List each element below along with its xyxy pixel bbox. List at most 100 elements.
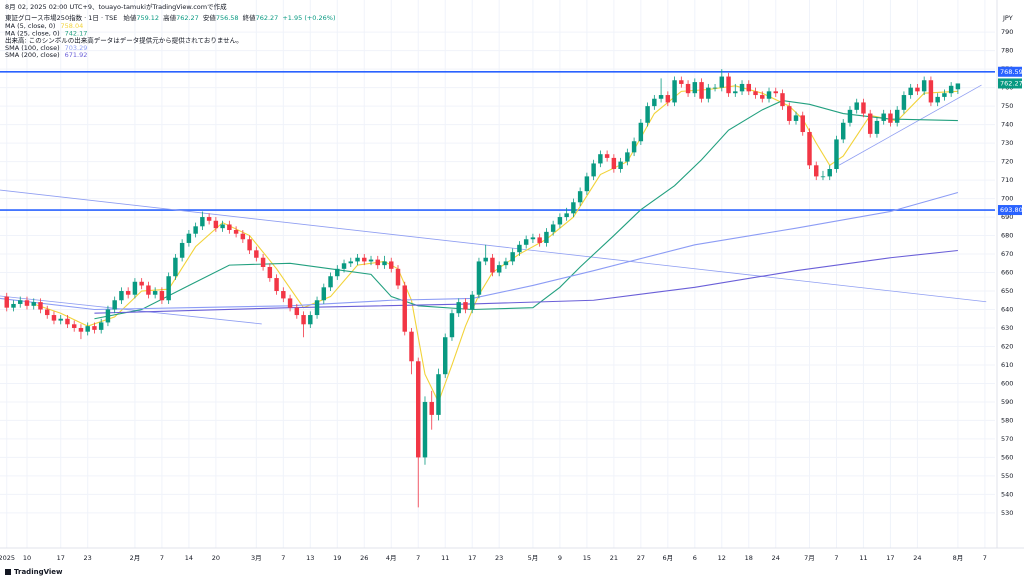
candle-body [773,91,778,94]
candle-body [132,281,138,295]
candle-body [787,106,792,121]
candle-body [78,327,84,332]
candle-body [928,80,934,103]
legend-value: 703.29 [65,44,88,52]
candle-body [584,176,590,192]
y-tick-label: 700 [1001,195,1013,203]
candle-body [98,322,104,330]
moving-average-line [94,100,958,320]
candle-body [577,191,583,203]
candle-body [355,257,360,262]
candle-body [840,122,846,140]
last-price-label: 762.27 [1000,79,1023,87]
ohlc-label: 高値 [163,13,177,22]
candle-body [692,82,698,94]
candle-body [625,152,630,162]
candle-body [314,300,320,316]
x-tick-label: 11 [441,554,449,562]
candle-body [739,83,745,92]
candle-body [321,287,327,301]
x-tick-label: 13 [306,554,314,562]
candle-body [51,315,57,321]
candle-body [544,231,549,243]
candle-body [362,257,367,262]
candle-body [92,326,97,330]
candle-body [422,401,428,458]
candle-body [854,102,859,110]
x-tick-label: 26 [360,554,368,562]
x-tick-label: 5月 [528,554,539,562]
candle-body [699,82,704,99]
ohlc-label: 安値 [203,13,217,22]
x-tick-label: 7 [416,554,420,562]
legend-value: 758.04 [60,22,83,30]
candle-body [814,165,819,177]
x-tick-label: 17 [886,554,894,562]
candle-body [186,233,192,243]
candle-body [442,337,448,375]
y-tick-label: 590 [1001,398,1013,406]
candle-body [402,285,407,332]
candle-body [706,87,711,99]
candle-body [328,276,333,288]
volume-note: 出来高: このシンボルの出来高データはデータ提供元から提供されておりません。 [5,36,243,45]
candle-body [733,91,738,94]
y-tick-label: 730 [1001,139,1013,147]
candle-body [58,318,63,321]
candle-body [719,76,725,88]
x-tick-label: 2025 [0,554,15,562]
x-tick-label: 21 [610,554,618,562]
x-tick-label: 18 [745,554,753,562]
last-price-box [998,78,1022,89]
x-tick-label: 27 [637,554,645,562]
candle-body [193,226,198,234]
y-tick-label: 620 [1001,342,1013,350]
candle-body [652,98,657,107]
candle-body [281,291,286,299]
y-tick-label: 680 [1001,232,1013,240]
x-tick-label: 17 [57,554,65,562]
x-tick-label: 6月 [663,554,674,562]
legend-value: 671.92 [65,51,88,59]
grid [0,0,995,548]
x-tick-label: 17 [468,554,476,562]
y-tick-label: 690 [1001,213,1013,221]
candle-body [335,268,340,277]
x-tick-label: 2月 [130,554,141,562]
candle-body [820,176,826,178]
candle-body [874,120,880,134]
candle-body [753,91,758,96]
y-tick-label: 780 [1001,47,1013,55]
legend-name: SMA (200, close) [5,51,60,59]
candle-body [38,302,43,310]
y-tick-label: 720 [1001,158,1013,166]
candle-body [685,83,691,94]
symbol-header: 東証グロース市場250指数 · 1日 · TSE 始値759.12 高値762.27… [5,13,335,22]
candle-body [152,291,158,295]
y-tick-label: 750 [1001,102,1013,110]
candle-body [395,268,401,286]
candle-body [301,315,306,325]
candle-body [766,91,772,99]
plot-area [0,69,995,508]
candle-body [530,237,536,240]
x-tick-label: 23 [84,554,92,562]
x-tick-label: 23 [495,554,503,562]
candle-body [4,296,9,308]
candle-body [213,220,219,229]
ohlc-label: 始値 [123,13,137,22]
candle-body [901,95,907,110]
candle-body [348,261,354,264]
candle-body [267,266,273,279]
x-tick-label: 4月 [386,554,397,562]
candle-body [921,80,927,92]
candle-body [894,109,900,123]
candle-body [604,154,610,158]
candle-body [915,87,920,92]
candle-body [827,168,832,177]
y-tick-label: 540 [1001,490,1013,498]
candle-body [611,157,617,169]
y-tick-label: 670 [1001,250,1013,258]
candle-body [166,276,171,301]
candle-body [260,257,266,267]
